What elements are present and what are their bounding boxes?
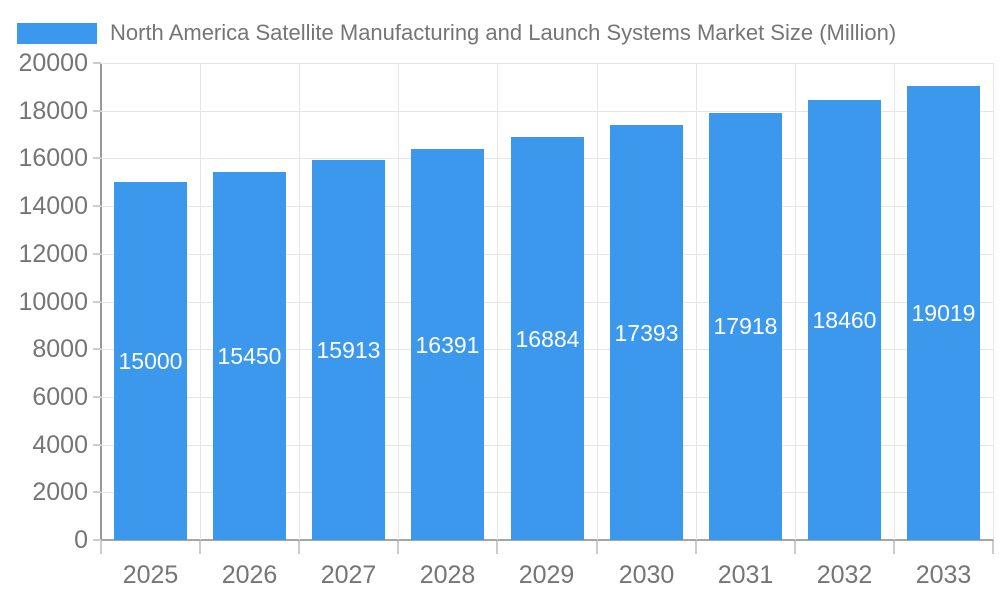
bar[interactable] xyxy=(808,99,881,540)
h-gridline xyxy=(101,110,993,112)
y-axis-tick xyxy=(93,301,101,303)
y-tick-label: 8000 xyxy=(32,335,88,363)
y-axis-tick xyxy=(93,157,101,159)
x-tick-label: 2031 xyxy=(717,561,774,589)
y-axis-tick xyxy=(93,396,101,398)
x-axis-tick xyxy=(199,541,201,554)
bar[interactable] xyxy=(213,171,286,540)
bar-value-label: 16884 xyxy=(515,326,580,352)
v-gridline xyxy=(795,63,796,540)
x-tick-label: 2029 xyxy=(518,561,575,589)
x-axis-tick xyxy=(100,541,102,554)
v-gridline xyxy=(993,63,994,540)
y-tick-label: 16000 xyxy=(18,144,88,172)
v-gridline xyxy=(597,63,598,540)
x-tick-label: 2027 xyxy=(320,561,377,589)
y-tick-label: 0 xyxy=(74,526,88,554)
legend-item[interactable]: North America Satellite Manufacturing an… xyxy=(17,19,896,47)
x-axis-tick xyxy=(397,541,399,554)
y-tick-label: 20000 xyxy=(18,49,88,77)
x-axis-line xyxy=(101,539,994,541)
bar-value-label: 17393 xyxy=(614,320,679,346)
bar-value-label: 16391 xyxy=(415,332,480,358)
x-tick-label: 2026 xyxy=(221,561,278,589)
bar[interactable] xyxy=(312,160,385,540)
y-tick-label: 10000 xyxy=(18,288,88,316)
y-tick-label: 14000 xyxy=(18,192,88,220)
x-tick-label: 2032 xyxy=(816,561,873,589)
y-axis-tick xyxy=(93,253,101,255)
x-axis-tick xyxy=(298,541,300,554)
x-axis-tick xyxy=(992,541,994,554)
bar-value-label: 15000 xyxy=(118,348,183,374)
bar-value-label: 15450 xyxy=(217,343,282,369)
y-tick-label: 18000 xyxy=(18,97,88,125)
bar-value-label: 18460 xyxy=(812,307,877,333)
bar[interactable] xyxy=(907,86,980,540)
x-tick-label: 2025 xyxy=(122,561,179,589)
v-gridline xyxy=(398,63,399,540)
bar[interactable] xyxy=(511,137,584,540)
bar-value-label: 19019 xyxy=(911,300,976,326)
y-axis-tick xyxy=(93,110,101,112)
y-tick-label: 12000 xyxy=(18,240,88,268)
bar-value-label: 17918 xyxy=(713,313,778,339)
x-axis-tick xyxy=(695,541,697,554)
v-gridline xyxy=(200,63,201,540)
x-axis-tick xyxy=(496,541,498,554)
bar[interactable] xyxy=(610,125,683,540)
x-tick-label: 2030 xyxy=(618,561,675,589)
y-axis-tick xyxy=(93,444,101,446)
legend-swatch-icon xyxy=(17,22,97,44)
chart-title: North America Satellite Manufacturing an… xyxy=(110,20,897,45)
y-axis-tick xyxy=(93,348,101,350)
y-tick-label: 4000 xyxy=(32,431,88,459)
y-axis-tick xyxy=(93,62,101,64)
x-axis-tick xyxy=(794,541,796,554)
x-axis-tick xyxy=(893,541,895,554)
bar[interactable] xyxy=(411,149,484,540)
plot-area: 15000 15450 15913 16391 16884 17393 17918 18460… xyxy=(101,63,994,540)
bar[interactable] xyxy=(114,182,187,540)
h-gridline xyxy=(101,63,993,64)
y-tick-label: 6000 xyxy=(32,383,88,411)
v-gridline xyxy=(696,63,697,540)
x-tick-label: 2033 xyxy=(915,561,972,589)
bar-value-label: 15913 xyxy=(316,337,381,363)
v-gridline xyxy=(497,63,498,540)
x-axis-tick xyxy=(596,541,598,554)
x-tick-label: 2028 xyxy=(419,561,476,589)
y-axis-tick xyxy=(93,491,101,493)
y-axis-tick xyxy=(93,205,101,207)
v-gridline xyxy=(894,63,895,540)
bar[interactable] xyxy=(709,112,782,540)
v-gridline xyxy=(299,63,300,540)
y-axis-tick xyxy=(93,539,101,541)
y-tick-label: 2000 xyxy=(32,478,88,506)
